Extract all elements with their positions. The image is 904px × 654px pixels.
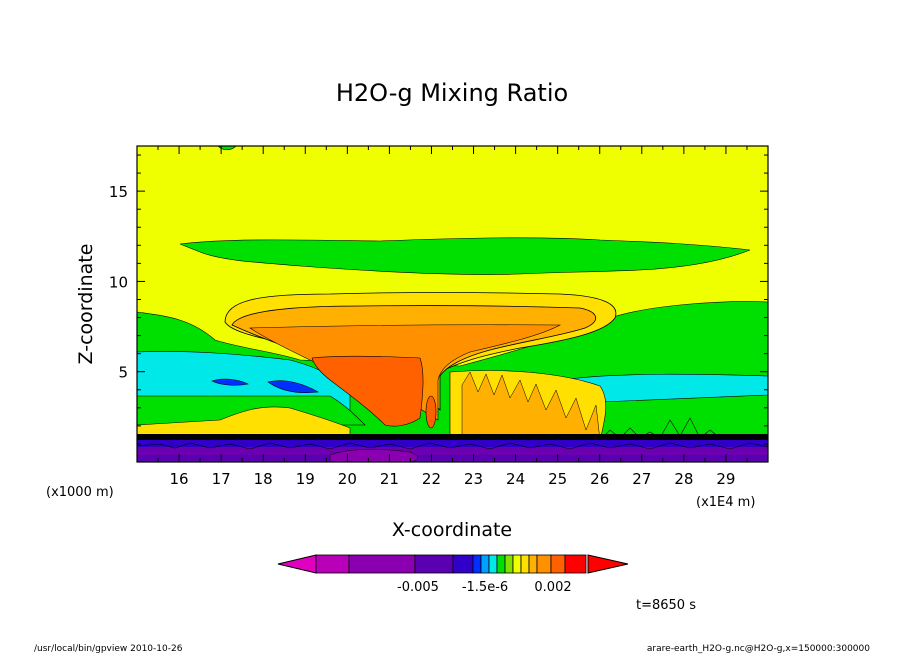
colorbar-swatch	[528, 554, 538, 574]
region-blue-mid	[267, 380, 319, 393]
colorbar-swatch	[550, 554, 566, 574]
x-tick-label: 27	[632, 470, 651, 488]
colorbar-label-3: 0.002	[534, 580, 571, 595]
colorbar-swatch	[414, 554, 454, 574]
chart-title: H2O-g Mixing Ratio	[336, 79, 568, 107]
time-label: t=8650 s	[636, 598, 696, 613]
x-axis: 16 17 18 19 20 21 22 23 24 25 26 27 28 29	[157, 146, 748, 488]
colorbar-swatch	[564, 554, 587, 574]
x-tick-label: 24	[506, 470, 525, 488]
region-surface-blue	[137, 440, 768, 447]
colorbar-swatch	[480, 554, 490, 574]
colorbar-swatch	[504, 554, 514, 574]
x-unit-label: (x1E4 m)	[696, 495, 755, 510]
x-tick-label: 29	[716, 470, 735, 488]
region-yellow-fringe	[137, 406, 351, 441]
colorbar-label-1: -0.005	[397, 580, 439, 595]
x-tick-label: 22	[422, 470, 441, 488]
colorbar-swatch	[315, 554, 350, 574]
x-tick-label: 20	[338, 470, 357, 488]
footer-right: arare-earth_H2O-g.nc@H2O-g,x=150000:3000…	[647, 644, 870, 654]
colorbar-swatch	[488, 554, 498, 574]
region-convective-line	[599, 417, 721, 441]
colorbar-swatch	[520, 554, 530, 574]
region-surface-magenta	[329, 449, 418, 462]
y-tick-label: 15	[109, 183, 128, 201]
colorbar-swatch	[472, 554, 482, 574]
region-updraft-cell	[425, 395, 437, 429]
x-tick-label: 21	[380, 470, 399, 488]
x-tick-label: 16	[170, 470, 189, 488]
colorbar-swatch	[496, 554, 506, 574]
y-tick-label: 10	[109, 273, 128, 291]
x-tick-label: 19	[296, 470, 315, 488]
colorbar	[277, 554, 629, 574]
y-axis: 5 10 15	[109, 154, 768, 445]
x-tick-label: 25	[548, 470, 567, 488]
region-surface-band-black	[137, 434, 768, 440]
y-tick-label: 5	[118, 364, 128, 382]
y-axis-title: Z-coordinate	[75, 244, 97, 365]
colorbar-swatch	[536, 554, 552, 574]
y-unit-label: (x1000 m)	[46, 485, 114, 500]
colorbar-arrow-left	[277, 554, 317, 574]
x-tick-label: 17	[212, 470, 231, 488]
region-surface-ripple	[137, 442, 768, 450]
colorbar-swatch	[452, 554, 474, 574]
colorbar-arrow-right	[587, 554, 629, 574]
x-tick-label: 28	[674, 470, 693, 488]
footer-left: /usr/local/bin/gpview 2010-10-26	[34, 644, 183, 654]
region-blue-left	[211, 378, 249, 386]
x-tick-label: 26	[590, 470, 609, 488]
colorbar-swatch	[348, 554, 416, 574]
plot-area	[137, 146, 768, 462]
colorbar-label-2: -1.5e-6	[462, 580, 508, 595]
region-updraft-core	[311, 355, 424, 427]
region-right-streaks-inner	[461, 371, 601, 441]
x-tick-label: 18	[254, 470, 273, 488]
region-surface-purple	[137, 447, 768, 455]
x-tick-label: 23	[464, 470, 483, 488]
colorbar-swatch	[512, 554, 522, 574]
region-upper-green	[179, 237, 751, 275]
x-axis-title: X-coordinate	[392, 519, 512, 541]
